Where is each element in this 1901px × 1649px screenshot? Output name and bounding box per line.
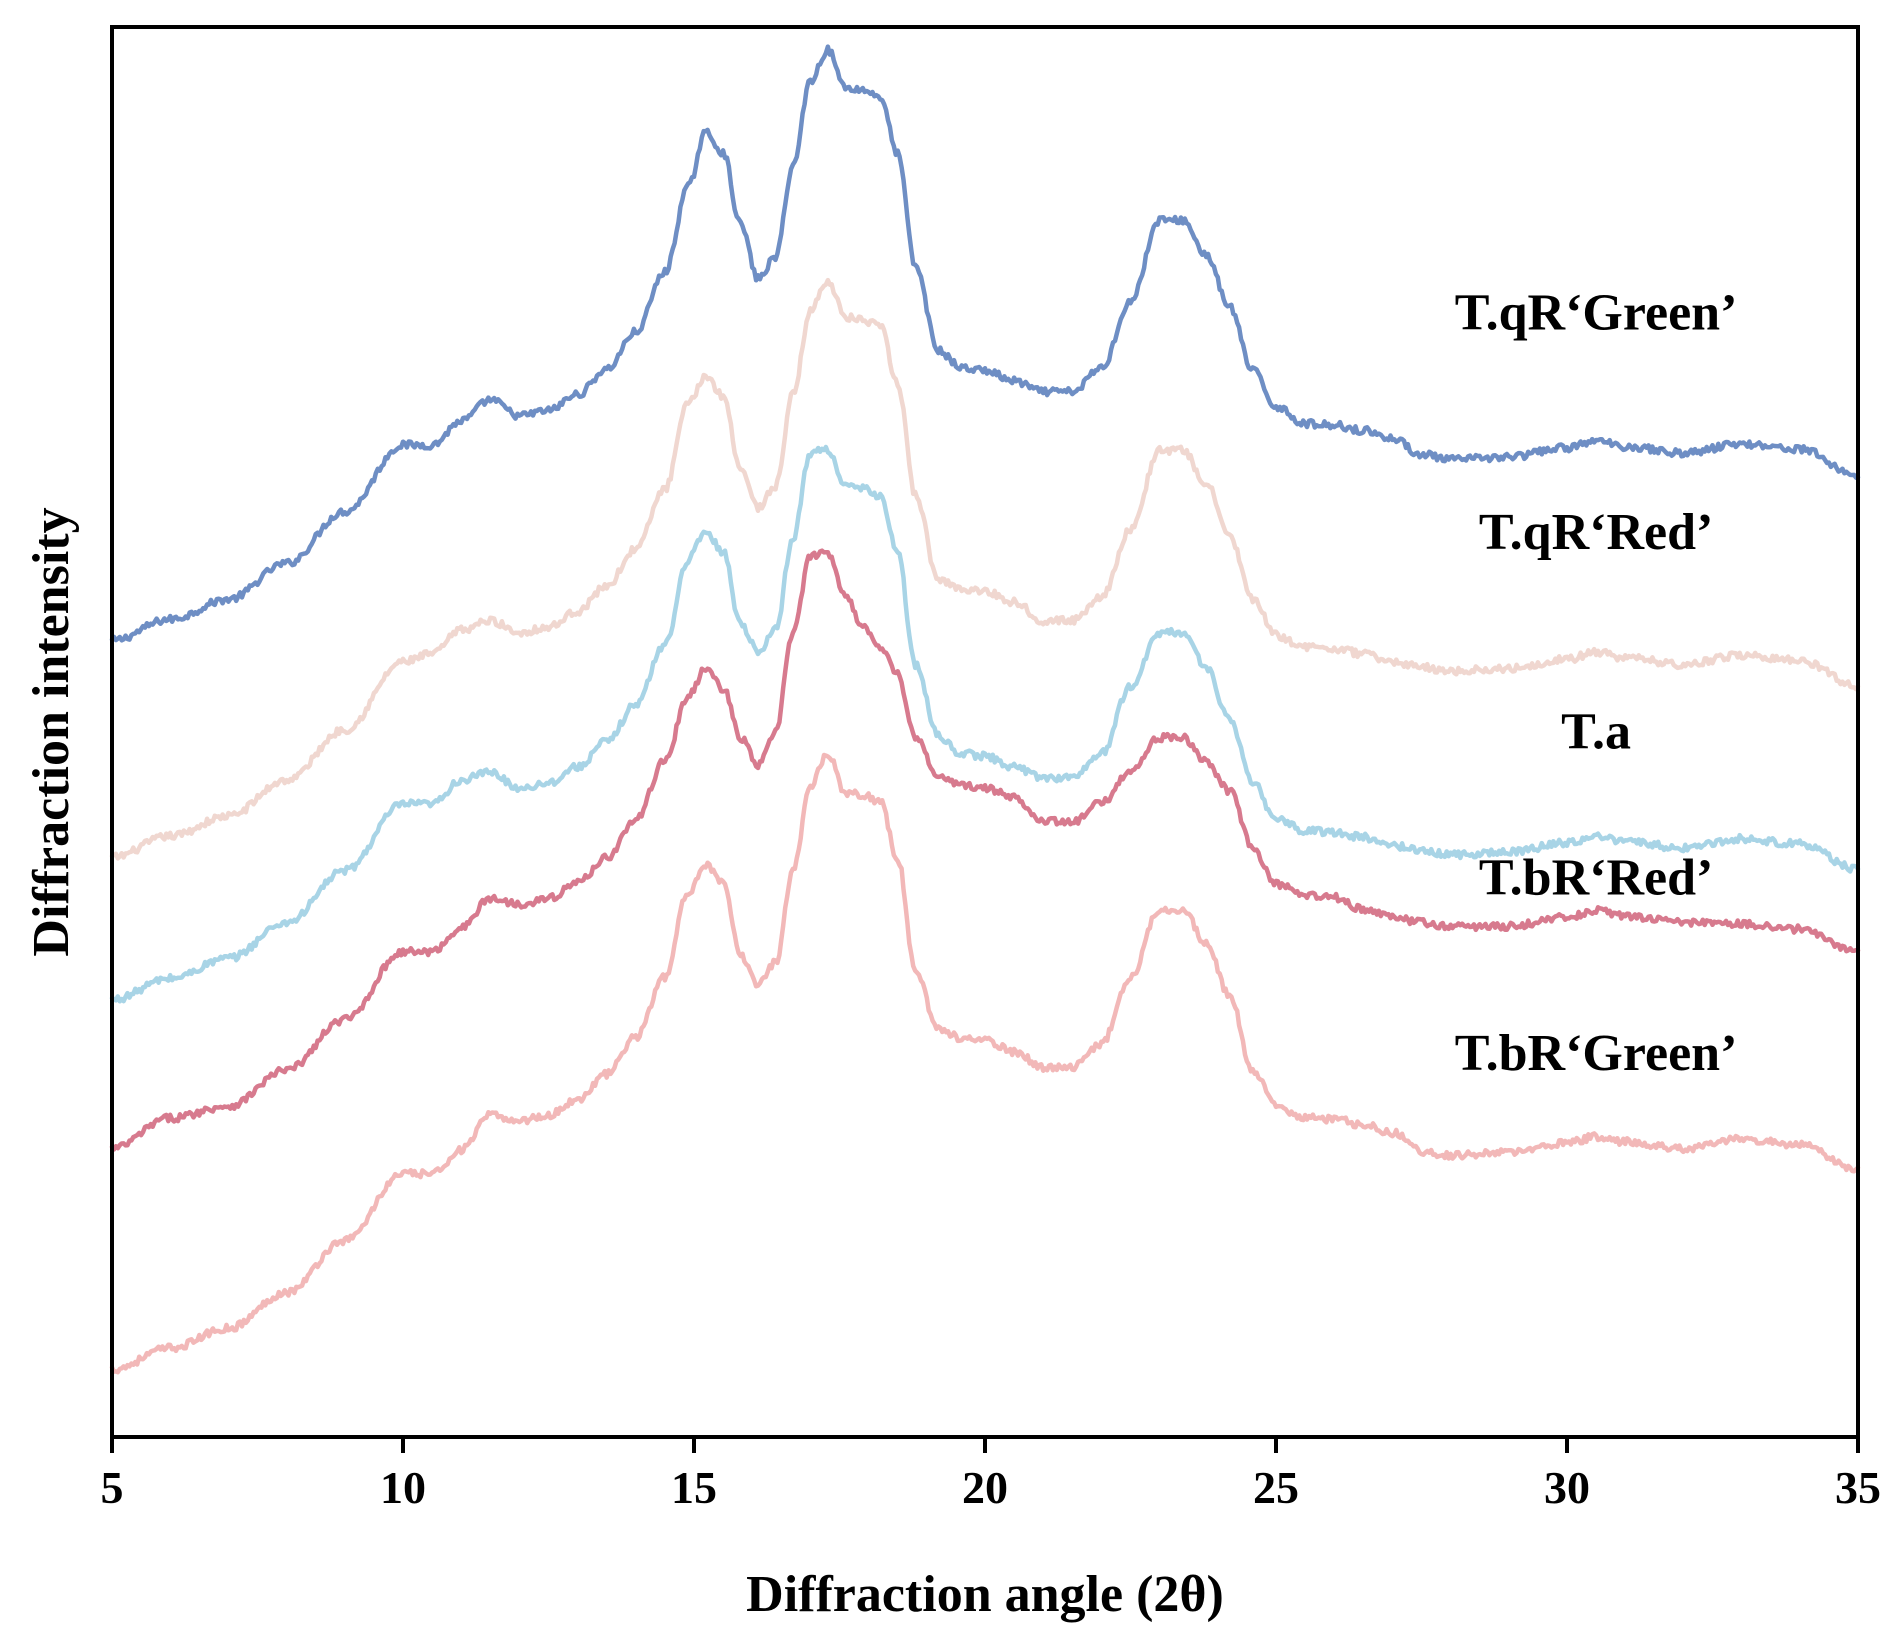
x-tick-label: 15 (671, 1462, 717, 1513)
series-label-0: T.qR‘Green’ (1455, 284, 1738, 341)
series-line-4 (109, 752, 1861, 1375)
y-axis-title: Diffraction intensity (23, 507, 80, 956)
x-tick-label: 35 (1835, 1462, 1881, 1513)
series-label-3: T.bR‘Red’ (1479, 850, 1713, 907)
series-layer (109, 44, 1861, 1375)
series-labels: T.qR‘Green’ T.qR‘Red’ T.a T.bR‘Red’ T.bR‘Gre… (1455, 284, 1738, 1082)
x-tick-label: 5 (101, 1462, 124, 1513)
x-tick-label: 30 (1544, 1462, 1590, 1513)
x-axis-ticks: 5 10 15 20 25 30 35 (101, 1437, 1881, 1513)
x-tick-label: 10 (380, 1462, 426, 1513)
x-axis-title: Diffraction angle (2θ) (746, 1566, 1224, 1623)
x-tick-label: 25 (1253, 1462, 1299, 1513)
series-line-1 (109, 277, 1861, 861)
series-line-2 (109, 444, 1861, 1004)
series-label-4: T.bR‘Green’ (1455, 1025, 1738, 1082)
series-line-0 (109, 44, 1861, 643)
series-label-2: T.a (1561, 703, 1631, 760)
x-tick-label: 20 (962, 1462, 1008, 1513)
series-line-3 (109, 548, 1861, 1152)
series-label-1: T.qR‘Red’ (1479, 504, 1713, 561)
